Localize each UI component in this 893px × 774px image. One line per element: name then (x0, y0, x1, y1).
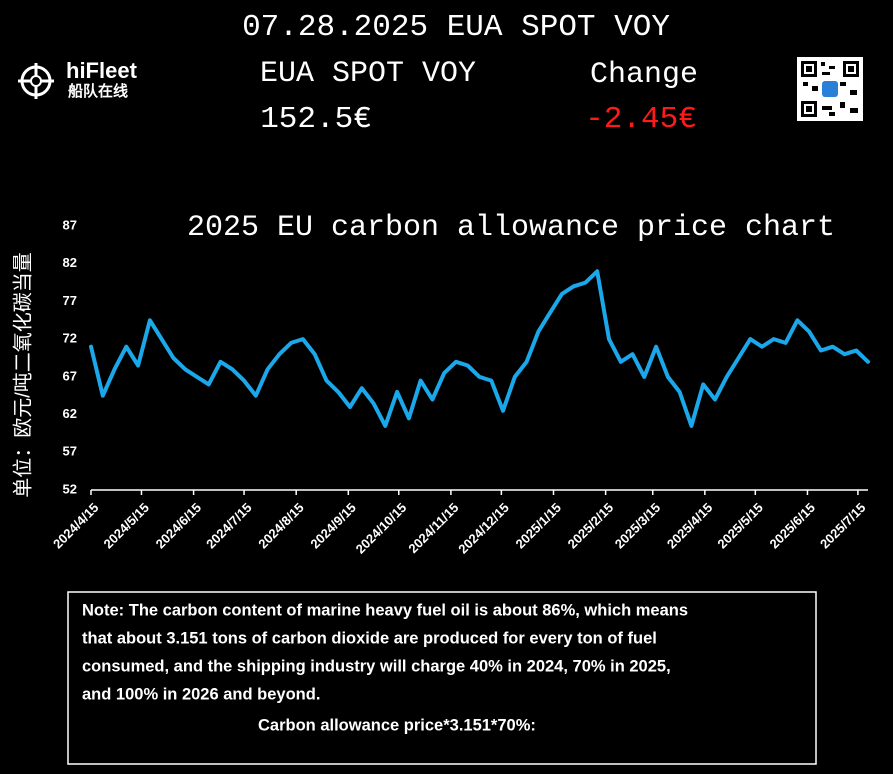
y-tick-label: 72 (63, 331, 77, 346)
y-tick-label: 67 (63, 368, 77, 383)
brand: hiFleet (66, 58, 138, 83)
y-tick-label: 77 (63, 293, 77, 308)
note: Note: The carbon content of marine heavy… (82, 601, 688, 734)
note-formula: Carbon allowance price*3.151*70%: (258, 716, 536, 734)
note-line: Note: The carbon content of marine heavy… (82, 601, 688, 619)
note-box (67, 591, 817, 765)
price: 152.5€ (260, 102, 372, 137)
note-line: that about 3.151 tons of carbon dioxide … (82, 629, 657, 647)
note-line: consumed, and the shipping industry will… (82, 657, 671, 675)
y-tick-label: 82 (63, 255, 77, 270)
chart-title: 2025 EU carbon allowance price chart (187, 211, 835, 245)
y-tick-label: 87 (63, 217, 77, 232)
qr-code (797, 57, 863, 121)
note-line: and 100% in 2026 and beyond. (82, 685, 320, 703)
brand-cn: 船队在线 (68, 82, 128, 100)
y-axis-label: 单位：欧元/吨二氧化碳当量 (11, 252, 34, 498)
y-tick-label: 62 (63, 406, 77, 421)
y-tick-label: 52 (63, 481, 77, 496)
logo (18, 63, 54, 99)
data-line (89, 269, 870, 428)
price-label: EUA SPOT VOY (260, 57, 476, 91)
change-label: Change (590, 58, 698, 92)
header-title: 07.28.2025 EUA SPOT VOY (242, 10, 670, 45)
y-tick-label: 57 (63, 444, 77, 459)
change: -2.45€ (585, 102, 697, 137)
